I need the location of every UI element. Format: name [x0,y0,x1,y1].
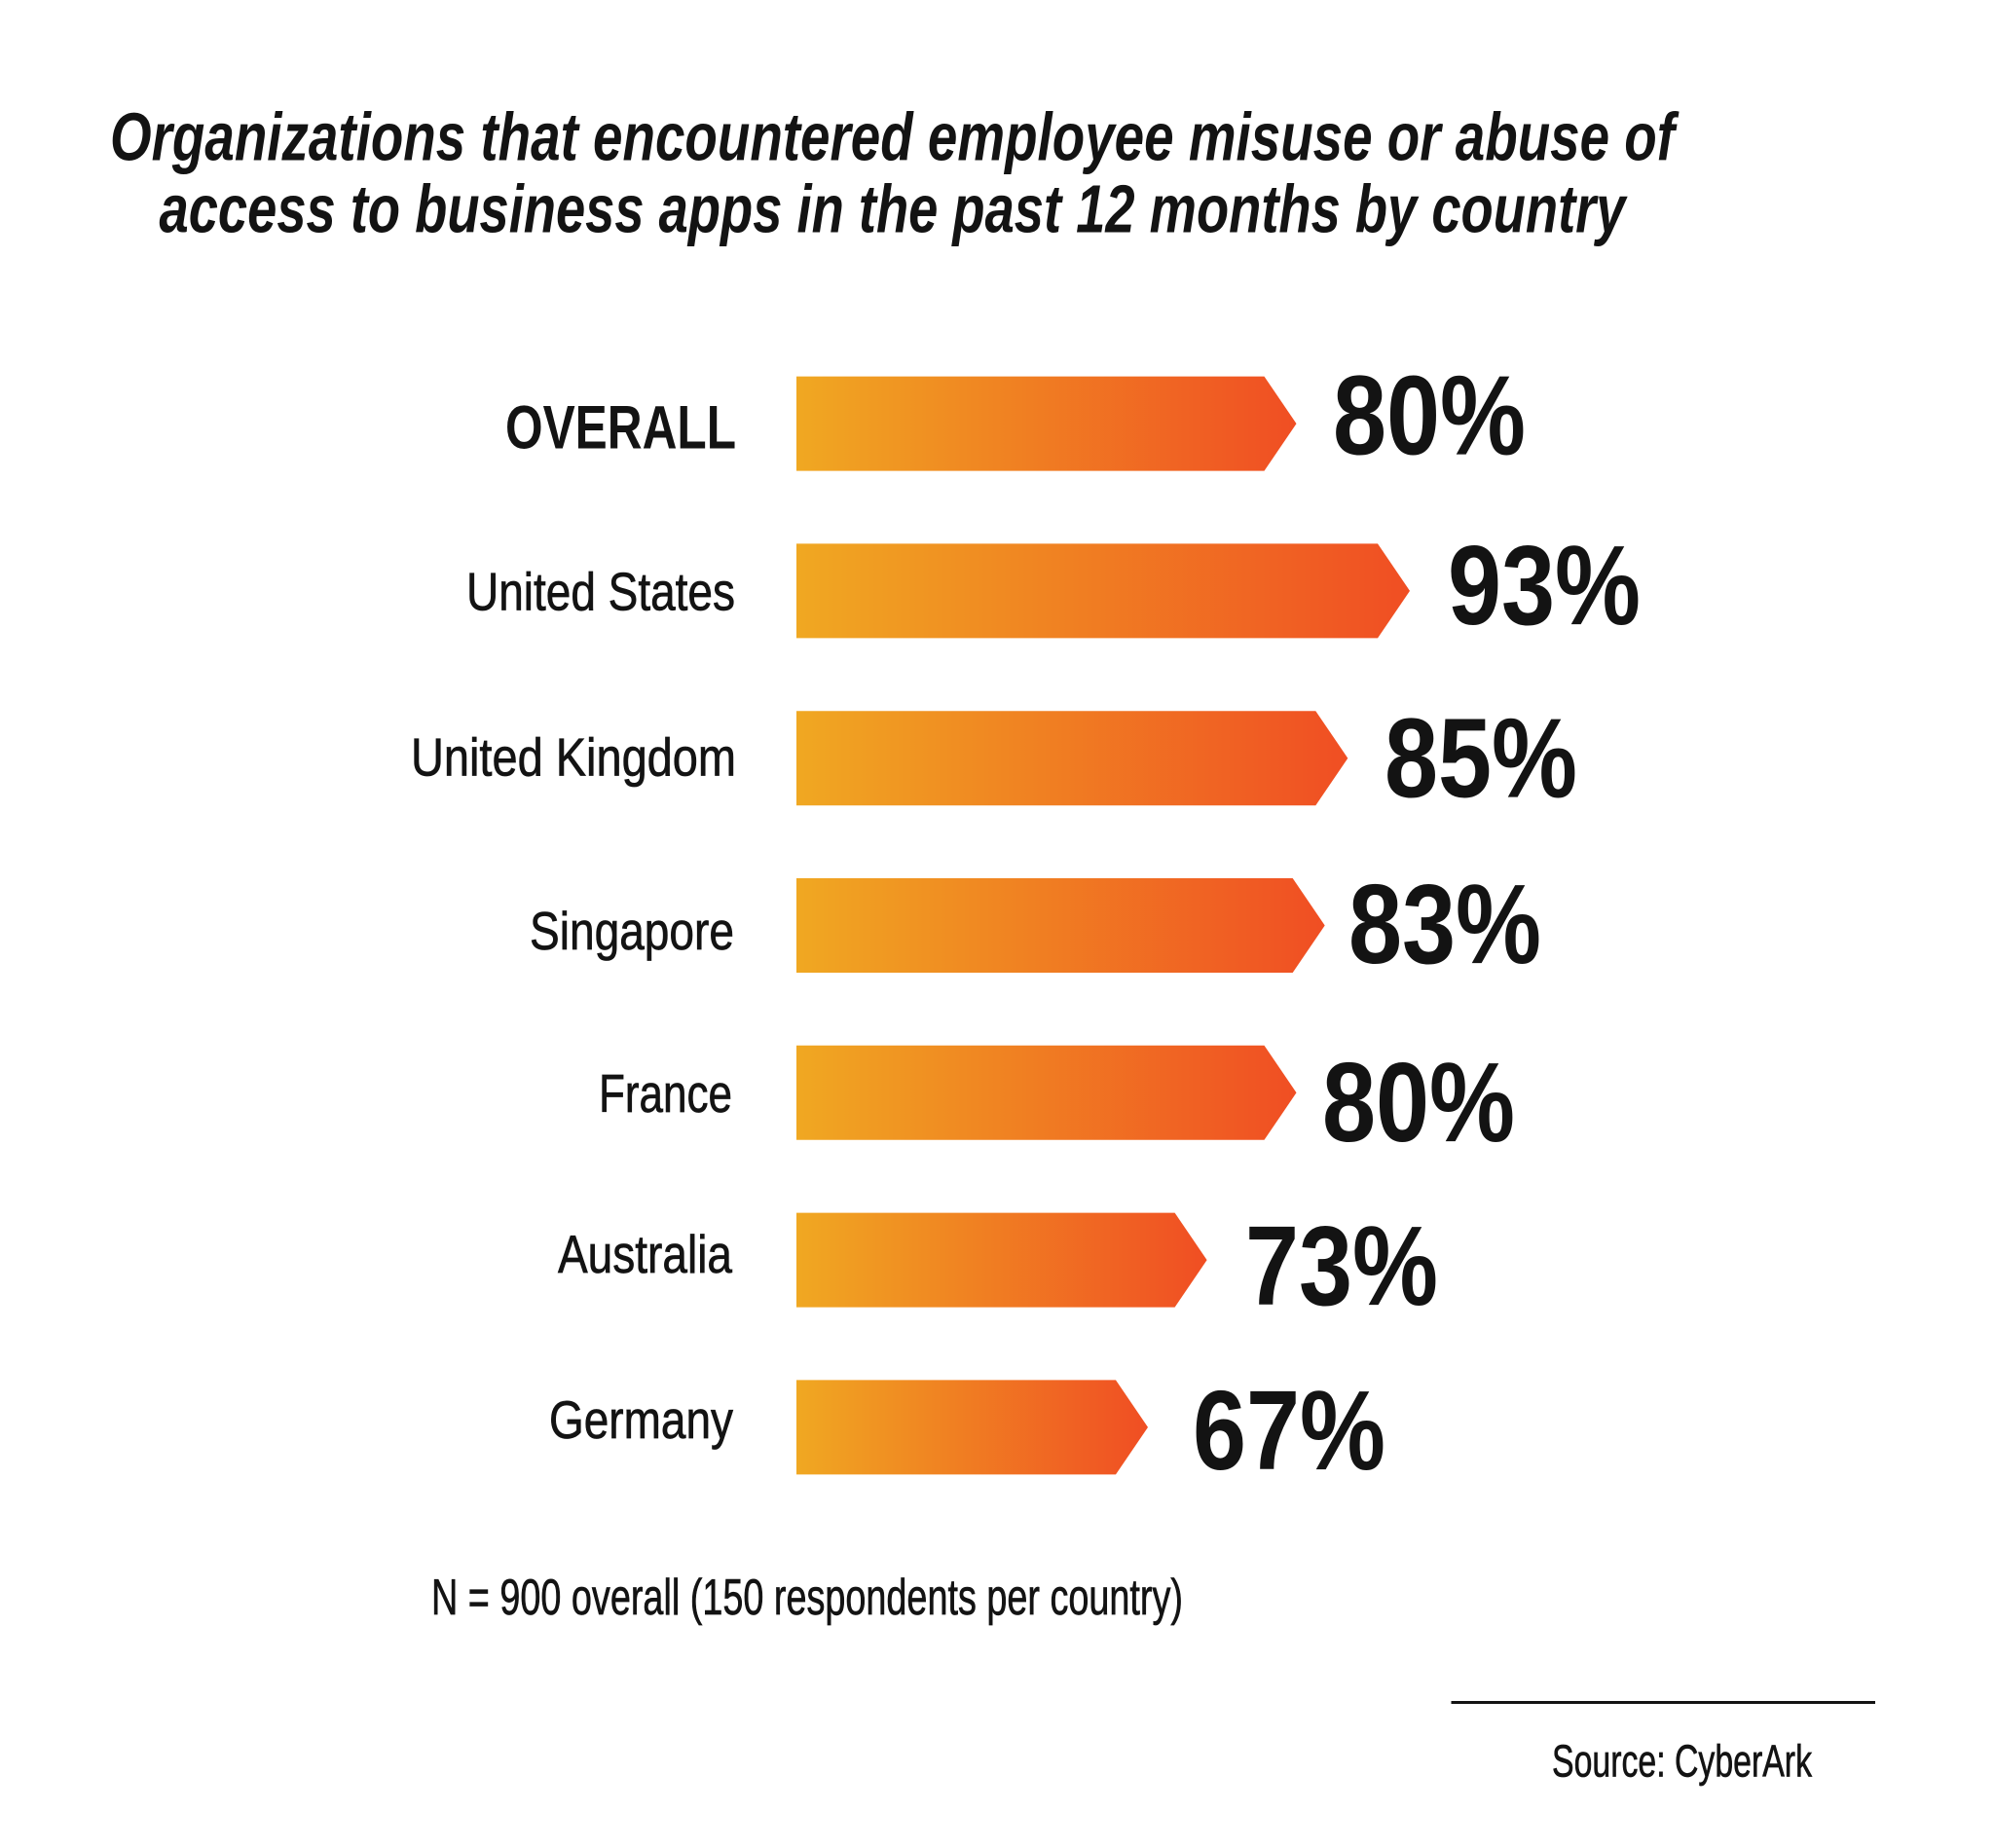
svg-text:83%: 83% [1348,861,1541,987]
svg-text:Germany: Germany [549,1389,733,1450]
svg-text:Source: CyberArk: Source: CyberArk [1552,1735,1813,1786]
svg-text:80%: 80% [1333,352,1526,479]
svg-text:France: France [599,1063,732,1124]
svg-text:United States: United States [466,562,735,622]
svg-text:N = 900 overall (150 responden: N = 900 overall (150 respondents per cou… [431,1570,1183,1626]
svg-text:93%: 93% [1448,522,1641,648]
svg-text:OVERALL: OVERALL [505,393,736,462]
svg-text:access to business apps in the: access to business apps in the past 12 m… [160,171,1628,247]
svg-text:Australia: Australia [558,1224,732,1284]
svg-text:Organizations that encountered: Organizations that encountered employee … [110,99,1680,175]
svg-text:67%: 67% [1193,1367,1385,1494]
svg-text:United Kingdom: United Kingdom [411,727,736,788]
svg-text:73%: 73% [1245,1202,1438,1329]
svg-text:85%: 85% [1385,695,1577,822]
svg-text:Singapore: Singapore [530,901,734,961]
svg-text:80%: 80% [1322,1039,1515,1165]
